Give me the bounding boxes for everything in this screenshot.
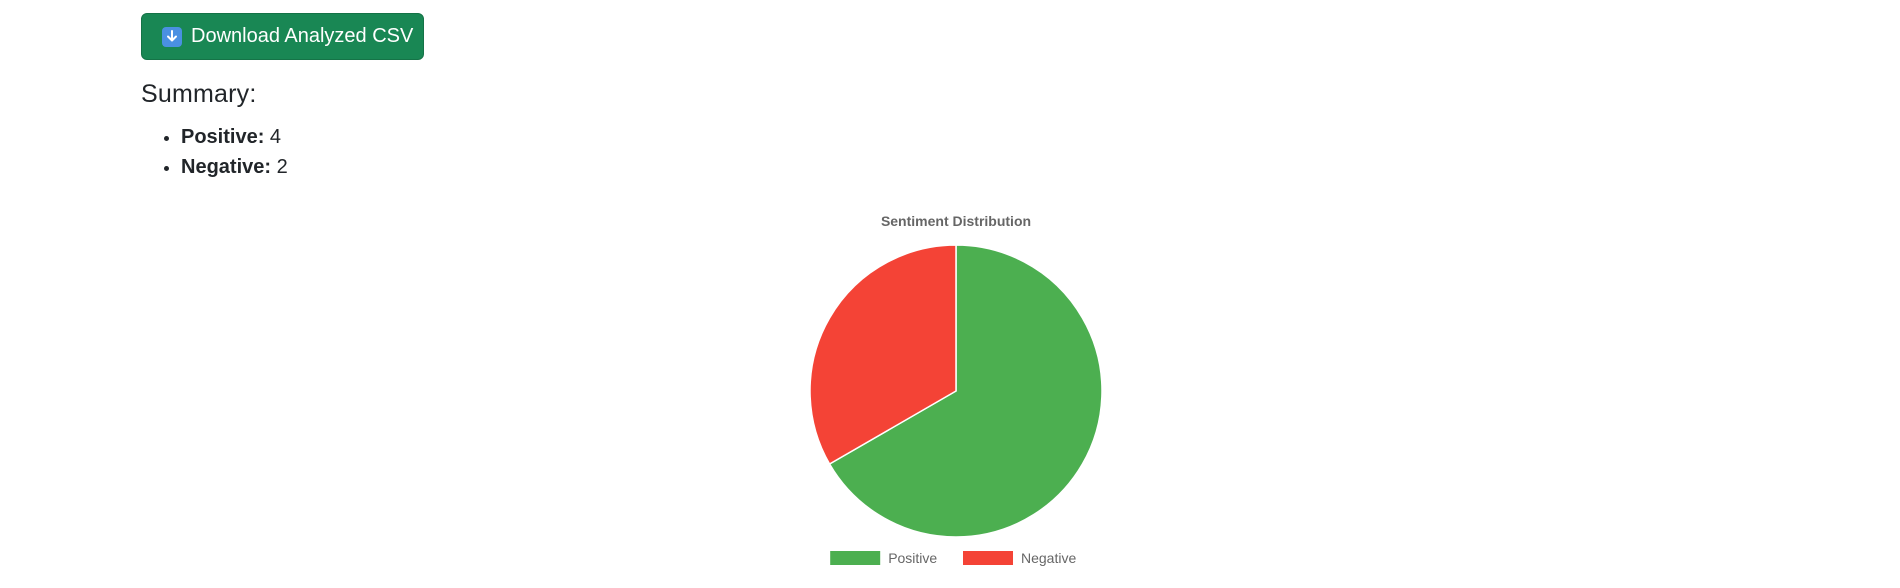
download-analyzed-csv-button[interactable]: Download Analyzed CSV	[141, 13, 424, 60]
legend-item-positive[interactable]: Positive	[830, 550, 937, 566]
summary-key: Positive:	[181, 126, 265, 148]
legend-item-negative[interactable]: Negative	[963, 550, 1076, 566]
summary-key: Negative:	[181, 156, 272, 178]
legend-label: Negative	[1021, 550, 1076, 566]
download-button-label: Download Analyzed CSV	[191, 25, 414, 47]
summary-value: 4	[269, 126, 282, 148]
pie-slice-negative[interactable]	[809, 244, 957, 466]
chart-title: Sentiment Distribution	[881, 213, 1031, 229]
legend-label: Positive	[888, 550, 937, 566]
summary-title: Summary:	[141, 80, 257, 108]
download-arrow-icon	[162, 26, 182, 47]
summary-item-negative: Negative: 2	[181, 152, 288, 182]
legend-swatch	[963, 551, 1013, 565]
summary-value: 2	[276, 156, 288, 178]
summary-item-positive: Positive: 4	[181, 122, 288, 152]
pie-slice-positive[interactable]	[828, 244, 1103, 538]
summary-list: Positive: 4 Negative: 2	[141, 122, 288, 182]
legend-swatch	[830, 551, 881, 565]
